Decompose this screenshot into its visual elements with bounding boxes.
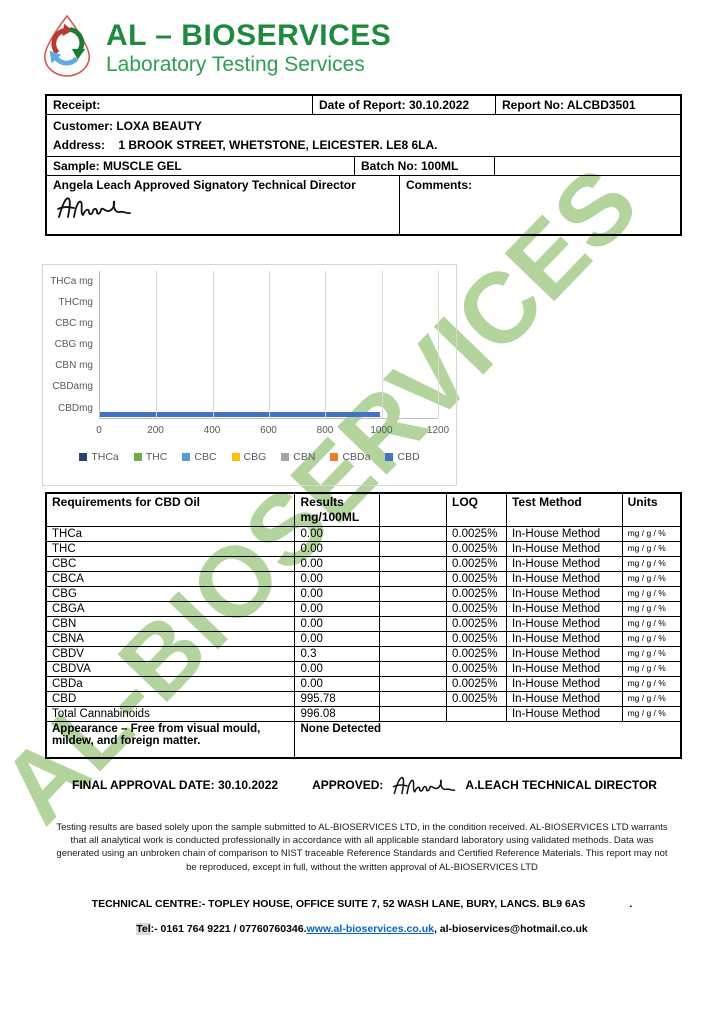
legend-swatch-icon — [281, 453, 290, 462]
table-row: CBD 995.78 0.0025% In-House Method mg / g / … — [45, 691, 682, 708]
cannabinoid-chart: THCa mg THCmg CBC mg CBG mg CBN mg CBDamg CBDm… — [42, 264, 457, 487]
header-empty-cell — [494, 157, 680, 176]
gridline — [269, 271, 270, 419]
results-table-body: THCa 0.00 0.0025% In-House Method mg / g / %… — [45, 526, 682, 723]
legend-swatch-icon — [385, 453, 394, 462]
table-row: THCa 0.00 0.0025% In-House Method mg / g / % — [45, 526, 682, 543]
appearance-value: None Detected — [294, 721, 682, 759]
x-axis-tick: 200 — [147, 425, 164, 437]
table-row: Total Cannabinoids 996.08 In-House Method m… — [45, 706, 682, 723]
legend-swatch-icon — [330, 453, 339, 462]
receipt-label: Receipt: — [53, 98, 101, 112]
approver-name: A.LEACH TECHNICAL DIRECTOR — [465, 777, 657, 792]
legend-swatch-icon — [133, 453, 142, 462]
table-row: CBGA 0.00 0.0025% In-House Method mg / g / % — [45, 601, 682, 618]
legend-swatch-icon — [79, 453, 88, 462]
logo: AL – BIOSERVICES Laboratory Testing Serv… — [38, 12, 724, 83]
droplet-recycle-logo-icon — [38, 12, 96, 83]
company-tagline: Laboratory Testing Services — [106, 52, 365, 76]
table-row: CBCA 0.00 0.0025% In-House Method mg / g / % — [45, 571, 682, 588]
gridline — [381, 271, 383, 419]
y-axis-label: THCa mg — [50, 275, 93, 287]
legend-item-CBC: CBC — [182, 451, 217, 463]
approved-label: APPROVED: — [312, 777, 384, 792]
approval-line: FINAL APPROVAL DATE: 30.10.2022 APPROVED… — [72, 773, 724, 797]
technical-centre-line: TECHNICAL CENTRE:- TOPLEY HOUSE, OFFICE … — [91, 897, 586, 910]
legend-item-CBG: CBG — [231, 451, 266, 463]
appearance-label: Appearance – Free from visual mould, mil… — [45, 721, 296, 759]
company-name: AL – BIOSERVICES — [106, 18, 392, 52]
final-approval-date: FINAL APPROVAL DATE: 30.10.2022 — [72, 777, 279, 792]
email-text: , al-bioservices@hotmail.co.uk — [433, 922, 588, 935]
disclaimer-text: Testing results are based solely upon th… — [56, 821, 668, 873]
table-row: CBNA 0.00 0.0025% In-House Method mg / g / % — [45, 631, 682, 648]
report-no: Report No: ALCBD3501 — [495, 96, 680, 114]
y-axis-label: CBDmg — [57, 402, 93, 414]
gridline — [438, 271, 439, 419]
x-axis-tick: 1000 — [370, 425, 393, 437]
x-axis-tick: 1200 — [426, 425, 450, 437]
col-header-loq: LOQ — [446, 492, 507, 528]
legend-item-THC: THC — [133, 451, 167, 463]
signature-image — [57, 197, 131, 219]
chart-y-labels: THCa mg THCmg CBC mg CBG mg CBN mg CBDamg CBDm… — [43, 271, 93, 419]
trailing-dot: . — [629, 897, 633, 910]
legend-item-CBN: CBN — [281, 451, 315, 463]
y-axis-label: CBDamg — [52, 381, 93, 393]
tel-numbers: :- 0161 764 9221 / 07760760346. — [150, 922, 307, 935]
bar-CBDmg — [100, 412, 381, 418]
col-header-requirements: Requirements for CBD Oil — [45, 492, 296, 528]
table-row: CBN 0.00 0.0025% In-House Method mg / g / % — [45, 616, 682, 633]
y-axis-label: CBN mg — [55, 360, 93, 372]
table-row: CBC 0.00 0.0025% In-House Method mg / g / % — [45, 556, 682, 573]
legend-item-CBDa: CBDa — [330, 451, 370, 463]
appearance-row: Appearance – Free from visual mould, mil… — [45, 721, 682, 759]
chart-x-labels: 0 200 400 600 800 1000 1200 — [96, 425, 449, 439]
legend-swatch-icon — [182, 453, 191, 462]
legend-item-THCa: THCa — [79, 451, 119, 463]
table-row: CBDa 0.00 0.0025% In-House Method mg / g / % — [45, 676, 682, 693]
col-header-results: Results mg/100ML — [294, 492, 381, 528]
results-header-row: Requirements for CBD Oil Results mg/100M… — [45, 492, 682, 528]
tel-label: Tel — [136, 922, 151, 935]
col-header-spacer — [379, 492, 448, 528]
x-axis-tick: 800 — [316, 425, 334, 437]
approval-signature-image — [393, 776, 456, 794]
signatory-text: Angela Leach Approved Signatory Technica… — [53, 178, 356, 193]
table-row: CBDVA 0.00 0.0025% In-House Method mg / g / … — [45, 661, 682, 678]
legend-swatch-icon — [231, 453, 240, 462]
col-header-units: Units — [621, 492, 682, 528]
comments-label: Comments: — [399, 176, 680, 235]
header-info-table: Receipt: Date of Report: 30.10.2022 Repo… — [45, 94, 682, 237]
batch-no: Batch No: 100ML — [354, 157, 494, 176]
chart-bars — [100, 271, 438, 418]
address-line: Address: 1 BROOK STREET, WHETSTONE, LEIC… — [53, 137, 438, 152]
gridline — [325, 271, 327, 419]
x-axis-tick: 400 — [203, 425, 221, 437]
results-table: Requirements for CBD Oil Results mg/100M… — [45, 492, 682, 759]
chart-legend: THCa THC CBC CBG CBN CBDa CBD — [43, 451, 456, 463]
x-axis-tick: 600 — [260, 425, 277, 437]
customer-line: Customer: LOXA BEAUTY — [53, 119, 202, 133]
col-header-method: Test Method — [505, 492, 623, 528]
legend-item-CBD: CBD — [385, 451, 420, 463]
chart-plot — [99, 271, 439, 420]
sample-line: Sample: MUSCLE GEL — [53, 159, 182, 174]
y-axis-label: CBC mg — [55, 318, 93, 330]
table-row: THC 0.00 0.0025% In-House Method mg / g / % — [45, 541, 682, 558]
gridline — [212, 271, 214, 419]
contact-line: Tel:- 0161 764 9221 / 07760760346.www.al… — [0, 922, 724, 935]
gridline — [156, 271, 158, 419]
date-of-report: Date of Report: 30.10.2022 — [312, 96, 495, 114]
website-link[interactable]: www.al-bioservices.co.uk — [306, 922, 434, 935]
x-axis-tick: 0 — [96, 425, 102, 437]
table-row: CBG 0.00 0.0025% In-House Method mg / g / % — [45, 586, 682, 603]
y-axis-label: THCmg — [58, 296, 93, 308]
table-row: CBDV 0.3 0.0025% In-House Method mg / g / % — [45, 646, 682, 663]
y-axis-label: CBG mg — [54, 339, 93, 351]
